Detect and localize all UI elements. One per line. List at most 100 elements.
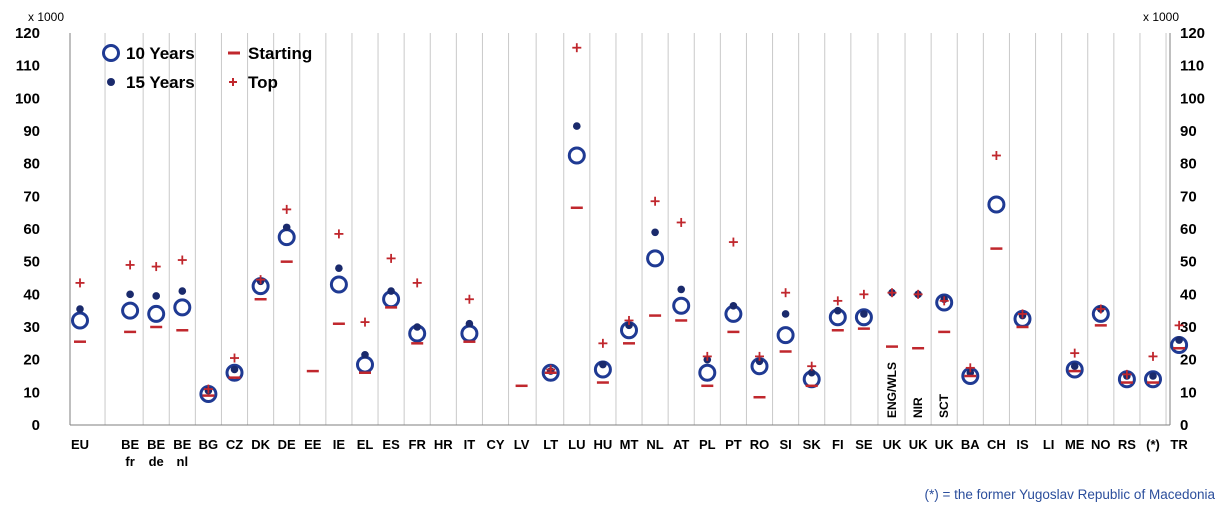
mark-15-years-11 — [387, 287, 395, 295]
mark-top-40 — [1148, 351, 1158, 361]
mark-top-12 — [412, 278, 422, 288]
unit-label-right: x 1000 — [1143, 10, 1179, 24]
mark-15-years-2 — [152, 292, 160, 300]
mark-15-years-3 — [178, 287, 187, 295]
x-tick-15-0: CY — [486, 437, 504, 452]
legend: 10 Years 15 Years Starting Top — [102, 44, 312, 92]
mark-top-27 — [807, 361, 817, 371]
mark-top-14 — [464, 294, 474, 304]
x-tick-36-0: LI — [1043, 437, 1055, 452]
mark-top-11 — [386, 253, 396, 263]
y-axis-ticks: 0 0 10 10 20 20 30 30 40 40 50 50 60 60 70 70 80 80 90 90 10… — [15, 25, 1205, 434]
mark-top-32 — [939, 296, 949, 306]
x-tick-32-0: UK — [935, 437, 954, 452]
mark-15-years-21 — [651, 228, 659, 237]
y-tick-left-50: 50 — [23, 254, 40, 271]
x-tick-7-0: DE — [278, 437, 296, 452]
mark-10-years-14 — [460, 324, 479, 343]
x-tick-1-0: BE — [121, 437, 139, 452]
mark-15-years-5 — [230, 365, 239, 374]
y-tick-left-80: 80 — [23, 156, 40, 173]
x-tick-14-0: IT — [464, 437, 476, 452]
mark-top-21 — [650, 196, 660, 206]
mark-top-9 — [334, 229, 344, 239]
legend-label-top: Top — [248, 73, 278, 92]
x-tick-39-0: RS — [1118, 437, 1136, 452]
mark-top-2 — [151, 262, 161, 272]
y-tick-left-40: 40 — [23, 286, 40, 303]
mark-top-29 — [859, 289, 869, 299]
x-tick-2-1: de — [149, 454, 164, 469]
mark-10-years-1 — [121, 301, 140, 320]
x-tick-31-0: UK — [909, 437, 928, 452]
mark-10-years-40 — [1144, 370, 1162, 389]
mark-top-34 — [991, 151, 1001, 160]
mark-10-years-10 — [356, 355, 374, 374]
x-tick-2-0: BE — [147, 437, 165, 452]
x-tick-6-0: DK — [251, 437, 270, 452]
mark-15-years-37 — [1070, 362, 1079, 371]
mark-15-years-1 — [126, 290, 134, 299]
y-tick-left-0: 0 — [32, 417, 40, 434]
mark-15-years-12 — [413, 323, 422, 331]
x-tick-37-0: ME — [1065, 437, 1085, 452]
x-tick-4-0: BG — [199, 437, 219, 452]
mark-15-years-22 — [677, 285, 685, 294]
annotation-2: SCT — [937, 393, 951, 418]
mark-top-41 — [1174, 320, 1184, 330]
mark-15-years-7 — [282, 223, 291, 232]
x-tick-27-0: SK — [803, 437, 822, 452]
mark-top-0 — [75, 278, 85, 288]
mark-top-23 — [702, 351, 712, 361]
mark-top-22 — [676, 217, 686, 227]
x-tick-9-0: IE — [333, 437, 346, 452]
annotation-0: ENG/WLS — [885, 362, 899, 418]
x-tick-28-0: FI — [832, 437, 844, 452]
y-tick-left-70: 70 — [23, 188, 40, 205]
x-tick-16-0: LV — [514, 437, 530, 452]
mark-top-39 — [1122, 369, 1132, 379]
mark-15-years-14 — [465, 319, 474, 328]
y-tick-left-90: 90 — [23, 123, 40, 140]
x-tick-23-0: PL — [699, 437, 716, 452]
y-tick-left-60: 60 — [23, 221, 40, 238]
mark-15-years-20 — [625, 321, 633, 330]
y-tick-left-100: 100 — [15, 90, 40, 107]
x-tick-1-1: fr — [125, 454, 134, 469]
mark-top-24 — [728, 237, 738, 247]
mark-15-years-24 — [729, 301, 738, 310]
mark-15-years-0 — [76, 305, 84, 313]
legend-marker-top — [229, 78, 237, 86]
mark-top-4 — [203, 384, 213, 394]
x-tick-22-0: AT — [673, 437, 689, 452]
mark-top-33 — [965, 363, 975, 373]
mark-top-37 — [1070, 348, 1080, 358]
x-tick-18-0: LU — [568, 437, 585, 452]
y-tick-right-0: 0 — [1180, 417, 1188, 434]
mark-top-5 — [230, 353, 239, 363]
mark-15-years-19 — [599, 360, 607, 369]
x-tick-10-0: EL — [357, 437, 374, 452]
mark-10-years-0 — [71, 311, 89, 330]
mark-15-years-10 — [361, 350, 369, 359]
x-tick-5-0: CZ — [226, 437, 243, 452]
axes — [69, 33, 1171, 426]
y-tick-right-90: 90 — [1180, 123, 1197, 140]
x-tick-3-1: nl — [177, 454, 189, 469]
mark-10-years-7 — [277, 228, 296, 247]
x-tick-29-0: SE — [855, 437, 873, 452]
y-tick-right-110: 110 — [1180, 58, 1204, 75]
x-tick-0-0: EU — [71, 437, 89, 452]
x-tick-11-0: ES — [382, 437, 400, 452]
x-tick-41-0: TR — [1170, 437, 1188, 452]
x-tick-8-0: EE — [304, 437, 322, 452]
mark-10-years-3 — [173, 298, 192, 317]
mark-top-20 — [624, 315, 634, 325]
y-tick-left-10: 10 — [23, 384, 40, 401]
y-tick-right-60: 60 — [1180, 221, 1197, 238]
unit-label-left: x 1000 — [28, 10, 64, 24]
x-axis-ticks: EU BE fr BE de BE nl BG CZ DK DE EE IE EL ES FR HR IT CY LV… — [71, 437, 1188, 469]
x-tick-38-0: NO — [1091, 437, 1111, 452]
mark-15-years-33 — [966, 368, 975, 377]
